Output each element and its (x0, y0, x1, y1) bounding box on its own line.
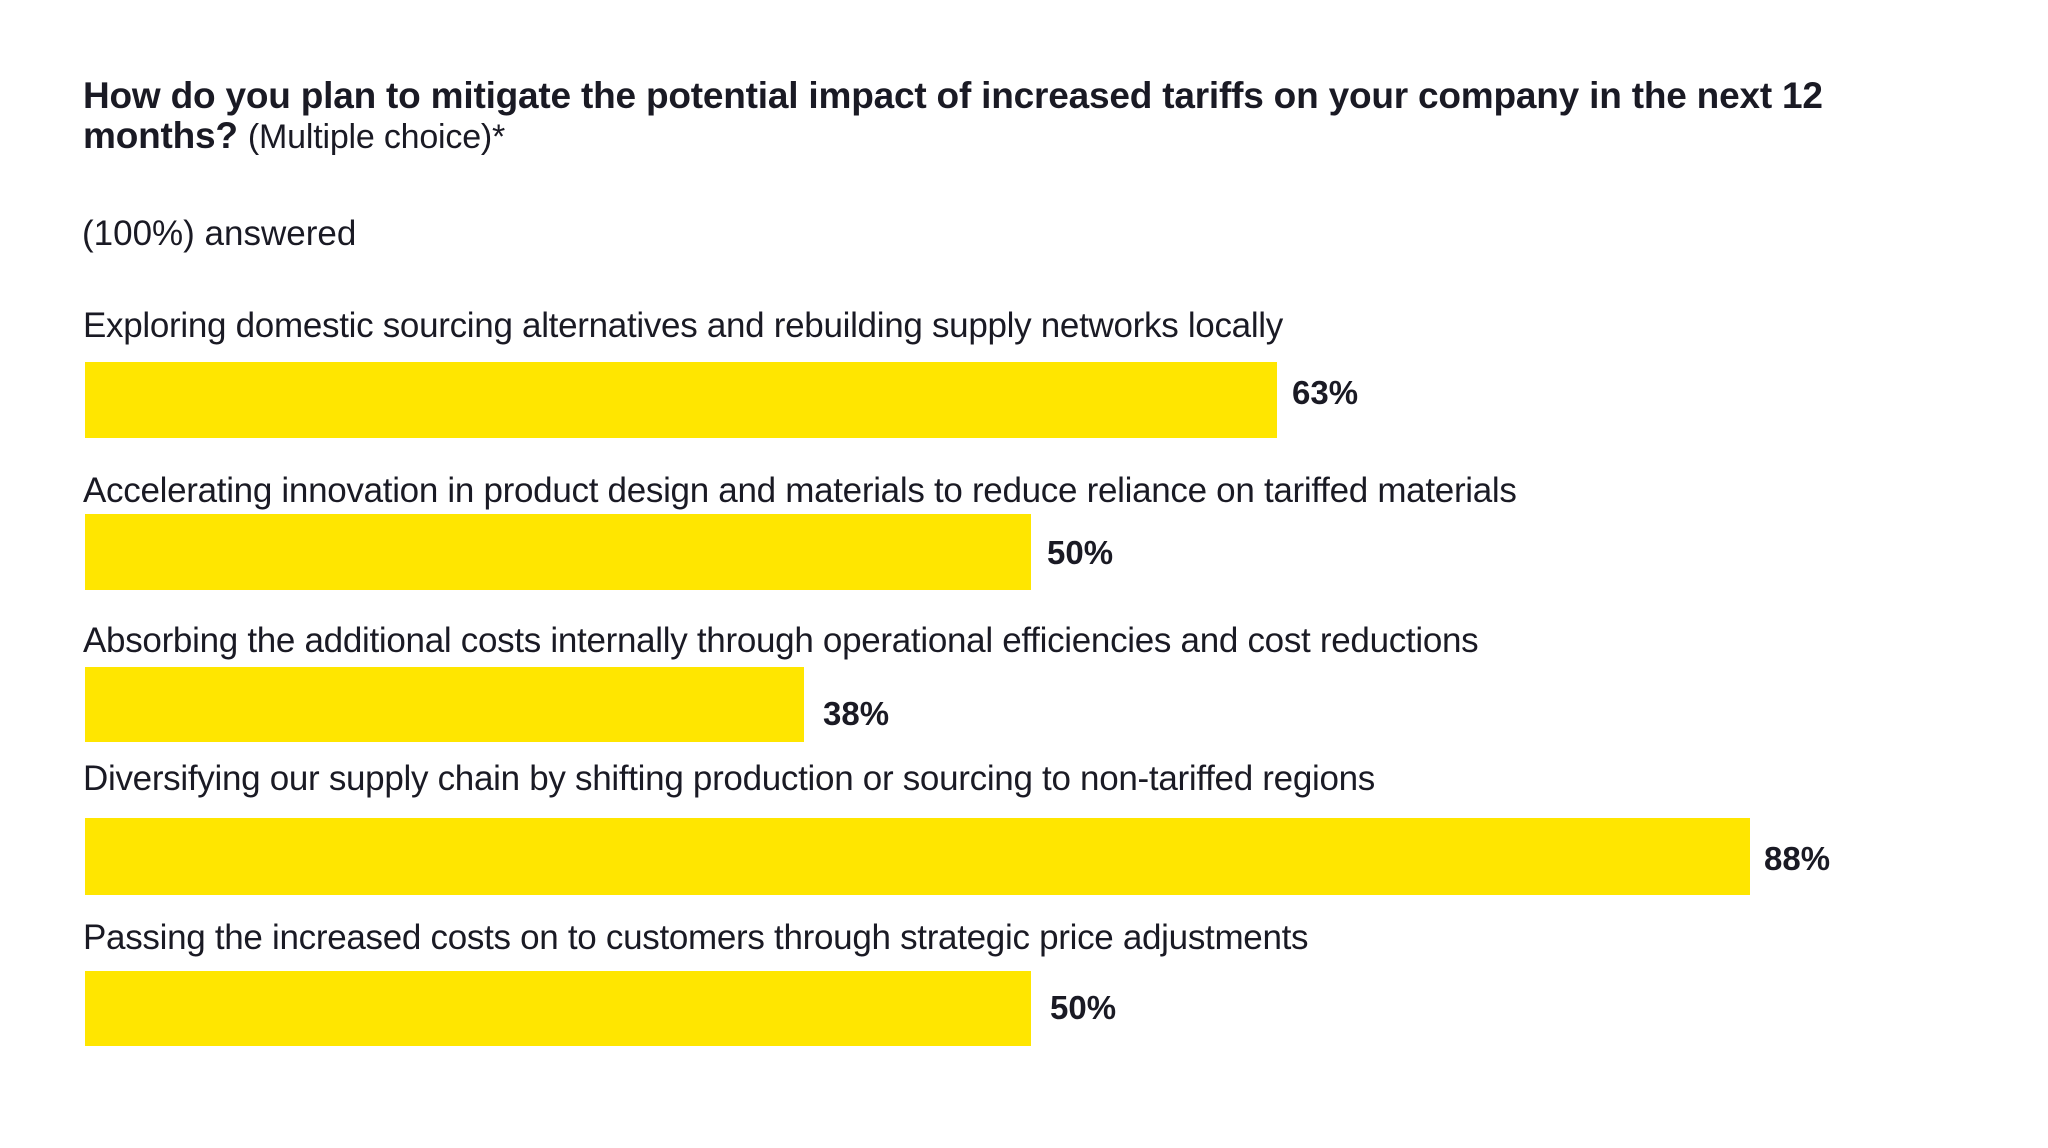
value-label: 88% (1764, 840, 1831, 877)
bar (85, 667, 804, 742)
category-label: Absorbing the additional costs internall… (83, 621, 1479, 660)
category-label: Passing the increased costs on to custom… (83, 918, 1309, 957)
bar (85, 362, 1277, 438)
value-label: 50% (1050, 989, 1117, 1026)
response-rate-subtitle: (100%) answered (82, 214, 357, 253)
value-label: 50% (1047, 534, 1114, 571)
value-label: 63% (1292, 374, 1359, 411)
value-label: 38% (823, 695, 890, 732)
bar (85, 971, 1031, 1046)
chart-title: How do you plan to mitigate the potentia… (83, 76, 1983, 157)
category-label: Diversifying our supply chain by shiftin… (83, 759, 1375, 798)
category-label: Accelerating innovation in product desig… (83, 471, 1517, 510)
chart-title-question: How do you plan to mitigate the potentia… (83, 75, 1823, 156)
category-label: Exploring domestic sourcing alternatives… (83, 306, 1283, 345)
chart-title-suffix: (Multiple choice)* (247, 118, 506, 156)
bar (85, 818, 1750, 895)
bar (85, 514, 1031, 590)
